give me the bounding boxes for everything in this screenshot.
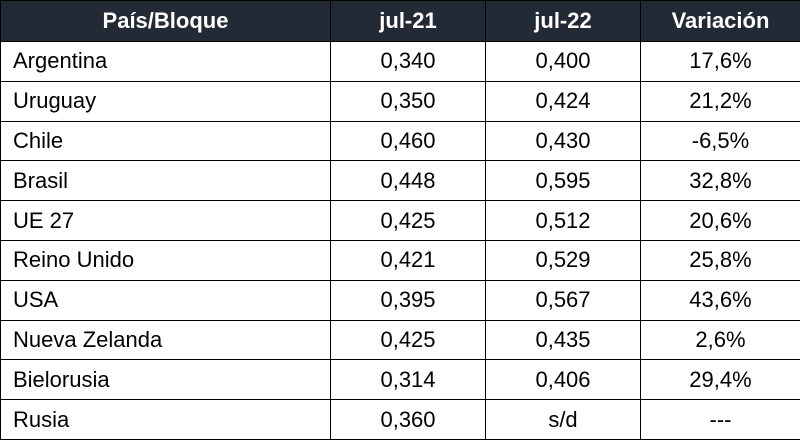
- table-row: Rusia 0,360 s/d ---: [0, 399, 800, 440]
- row-label: UE 27: [0, 200, 331, 241]
- cell: 0,340: [330, 41, 486, 82]
- cell: 0,567: [485, 279, 641, 321]
- cell: 20,6%: [640, 200, 800, 241]
- table-row: Reino Unido 0,421 0,529 25,8%: [0, 239, 800, 281]
- cell: 0,314: [330, 359, 486, 401]
- row-label: Chile: [0, 120, 331, 162]
- header-cell: jul-22: [485, 0, 641, 42]
- cell: 0,430: [485, 120, 641, 162]
- cell: 43,6%: [640, 279, 800, 321]
- cell: -6,5%: [640, 120, 800, 162]
- table-header: País/Bloque jul-21 jul-22 Variación: [0, 0, 800, 42]
- table-body: Argentina 0,340 0,400 17,6% Uruguay 0,350 0,42…: [0, 41, 800, 440]
- cell: 0,595: [485, 160, 641, 202]
- cell: 0,512: [485, 200, 641, 241]
- header-cell: jul-21: [330, 0, 486, 42]
- cell: 0,425: [330, 319, 486, 361]
- cell: 32,8%: [640, 160, 800, 202]
- cell: 0,424: [485, 80, 641, 122]
- row-label: USA: [0, 279, 331, 321]
- row-label: Bielorusia: [0, 359, 331, 401]
- header-cell: País/Bloque: [0, 0, 331, 42]
- table-row: Bielorusia 0,314 0,406 29,4%: [0, 359, 800, 401]
- cell: 0,421: [330, 239, 486, 281]
- cell: ---: [640, 399, 800, 440]
- cell: 0,529: [485, 239, 641, 281]
- cell: 17,6%: [640, 41, 800, 82]
- cell: 0,460: [330, 120, 486, 162]
- table-row: Brasil 0,448 0,595 32,8%: [0, 160, 800, 202]
- cell: 0,400: [485, 41, 641, 82]
- header-cell: Variación: [640, 0, 800, 42]
- row-label: Uruguay: [0, 80, 331, 122]
- table-row: UE 27 0,425 0,512 20,6%: [0, 200, 800, 241]
- cell: 0,360: [330, 399, 486, 440]
- cell: 0,395: [330, 279, 486, 321]
- cell: 2,6%: [640, 319, 800, 361]
- header-row: País/Bloque jul-21 jul-22 Variación: [0, 0, 800, 42]
- table-row: Nueva Zelanda 0,425 0,435 2,6%: [0, 319, 800, 361]
- row-label: Nueva Zelanda: [0, 319, 331, 361]
- row-label: Reino Unido: [0, 239, 331, 281]
- table-row: Argentina 0,340 0,400 17,6%: [0, 41, 800, 82]
- cell: 0,406: [485, 359, 641, 401]
- cell: 0,425: [330, 200, 486, 241]
- table-row: Uruguay 0,350 0,424 21,2%: [0, 80, 800, 122]
- row-label: Brasil: [0, 160, 331, 202]
- table-row: Chile 0,460 0,430 -6,5%: [0, 120, 800, 162]
- cell: 0,350: [330, 80, 486, 122]
- table-row: USA 0,395 0,567 43,6%: [0, 279, 800, 321]
- cell: 0,448: [330, 160, 486, 202]
- row-label: Argentina: [0, 41, 331, 82]
- cell: 25,8%: [640, 239, 800, 281]
- cell: 0,435: [485, 319, 641, 361]
- cell: s/d: [485, 399, 641, 440]
- cell: 21,2%: [640, 80, 800, 122]
- row-label: Rusia: [0, 399, 331, 440]
- cell: 29,4%: [640, 359, 800, 401]
